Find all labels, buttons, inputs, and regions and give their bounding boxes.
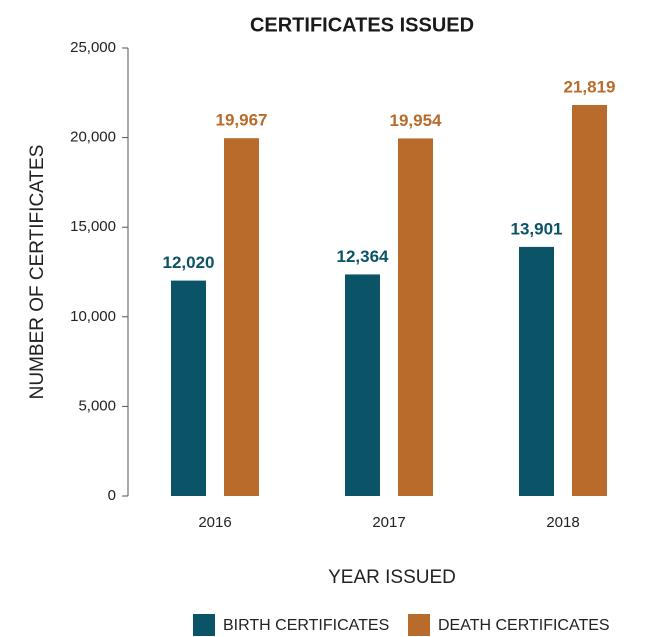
bar <box>224 138 259 497</box>
legend-label: BIRTH CERTIFICATES <box>223 617 389 634</box>
value-label: 13,901 <box>511 219 563 238</box>
value-label: 19,967 <box>216 111 268 130</box>
legend-swatch <box>408 614 430 636</box>
legend-swatch <box>193 614 215 636</box>
y-tick-label: 15,000 <box>70 218 116 235</box>
x-axis-label: YEAR ISSUED <box>328 567 456 588</box>
legend-label: DEATH CERTIFICATES <box>438 617 610 634</box>
value-label: 19,954 <box>390 111 443 130</box>
value-label: 21,819 <box>564 77 616 96</box>
y-tick-label: 5,000 <box>78 397 116 414</box>
x-tick-label: 2018 <box>546 514 579 531</box>
bar <box>398 138 433 496</box>
y-tick-label: 0 <box>108 487 116 504</box>
bar <box>519 246 554 496</box>
chart-title: CERTIFICATES ISSUED <box>250 14 474 36</box>
y-axis-label: NUMBER OF CERTIFICATES <box>27 145 48 400</box>
y-tick-label: 10,000 <box>70 308 116 325</box>
x-tick-label: 2017 <box>372 514 405 531</box>
bar <box>171 280 206 496</box>
value-label: 12,020 <box>163 253 215 272</box>
x-tick-label: 2016 <box>198 514 231 531</box>
value-label: 12,364 <box>337 247 390 266</box>
y-tick-label: 25,000 <box>70 39 116 56</box>
bar <box>345 274 380 496</box>
y-tick-label: 20,000 <box>70 129 116 146</box>
bar <box>572 105 607 497</box>
